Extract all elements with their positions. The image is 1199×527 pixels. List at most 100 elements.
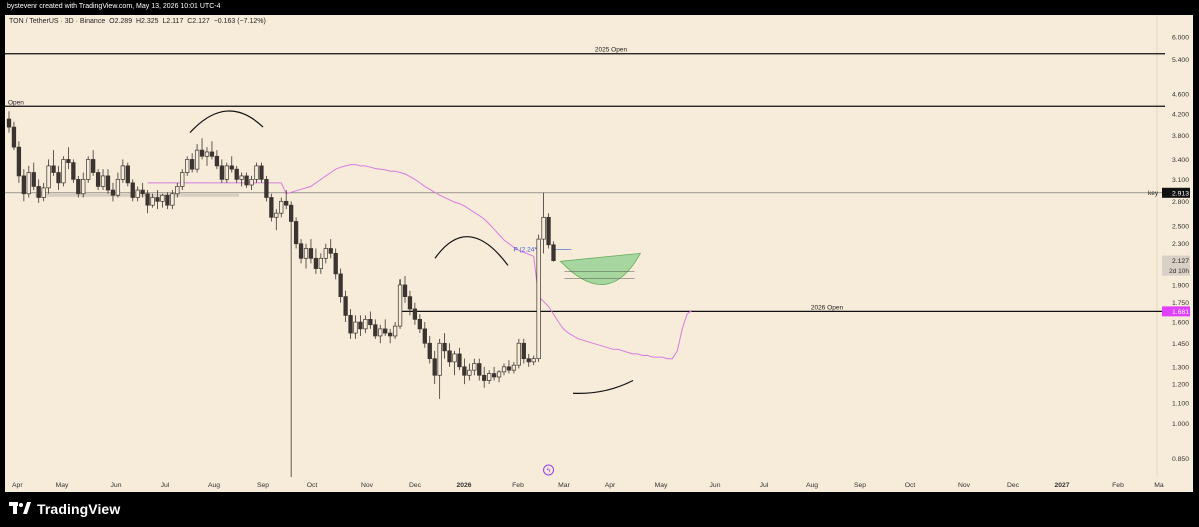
x-tick-label: 2026 xyxy=(456,482,471,489)
candle-body xyxy=(100,175,106,187)
x-tick-label: Aug xyxy=(208,482,220,489)
candle-body xyxy=(26,172,31,195)
price-label-bg xyxy=(1162,187,1190,198)
x-tick-label: Nov xyxy=(361,482,374,489)
candle-body xyxy=(234,168,239,180)
x-tick-label: Sep xyxy=(854,482,866,489)
drawn-arc-2 xyxy=(572,379,634,395)
candle-body xyxy=(56,172,61,184)
candle-body xyxy=(284,200,289,206)
y-tick-label: 1.900 xyxy=(1172,282,1189,289)
candle-body xyxy=(135,189,140,198)
candle-body xyxy=(214,155,220,167)
symbol-legend: TON / TetherUS · 3D · Binance O2.289 H2.… xyxy=(9,18,266,25)
y-tick-label: 1.300 xyxy=(1172,364,1189,371)
y-tick-label: 3.400 xyxy=(1172,157,1189,164)
price-label-bg xyxy=(1162,306,1190,317)
candle-body xyxy=(353,321,358,334)
candle-body xyxy=(506,366,512,371)
candle-body xyxy=(546,216,551,246)
candle-body xyxy=(422,328,427,344)
x-tick-label: Oct xyxy=(905,482,916,489)
brand-name: TradingView xyxy=(37,501,121,517)
candle-body xyxy=(175,186,180,195)
ohlc-close: C2.127 xyxy=(187,18,210,25)
candle-body xyxy=(130,182,135,198)
candle-body xyxy=(293,221,299,245)
x-tick-label: Jun xyxy=(710,482,721,489)
price-chart[interactable]: 2025 Open Open key 2026 Open P (2.24*) 6.000 5… xyxy=(5,15,1193,492)
candle-body xyxy=(343,296,348,316)
chart-area[interactable]: TON / TetherUS · 3D · Binance O2.289 H2.… xyxy=(5,15,1193,492)
candle-body xyxy=(501,366,507,373)
candle-body xyxy=(185,159,190,173)
candle-body xyxy=(521,342,526,360)
y-tick-label: 1.600 xyxy=(1172,320,1189,327)
candle-body xyxy=(358,321,363,330)
candle-body xyxy=(482,374,487,381)
event-marker-bolt-icon: ϟ xyxy=(547,468,551,475)
candle-body xyxy=(51,165,56,173)
x-tick-label: May xyxy=(655,482,668,489)
candle-body xyxy=(289,204,294,222)
candle-body xyxy=(437,342,442,376)
candle-body xyxy=(199,149,205,157)
candle-body xyxy=(432,358,437,376)
y-tick-label: 3.100 xyxy=(1172,177,1189,184)
candle-body xyxy=(66,159,71,163)
candle-body xyxy=(71,162,76,180)
candle-body xyxy=(397,284,403,327)
candle-body xyxy=(348,315,353,334)
candle-body xyxy=(249,179,254,186)
candle-body xyxy=(427,342,432,360)
candle-body xyxy=(383,328,388,334)
candle-body xyxy=(239,175,244,180)
candle-body xyxy=(541,216,546,240)
candle-body xyxy=(140,189,145,195)
candle-body xyxy=(526,358,531,363)
candle-body xyxy=(462,366,467,376)
candle-body xyxy=(160,194,165,202)
candle-body xyxy=(219,165,225,180)
candle-body xyxy=(41,187,46,198)
candle-body xyxy=(313,257,319,269)
candle-body xyxy=(407,296,413,310)
x-tick-label: Dec xyxy=(1007,482,1020,489)
y-tick-label: 2.500 xyxy=(1172,223,1189,230)
candle-body xyxy=(120,165,126,180)
candle-body xyxy=(269,197,274,218)
annotation-label: P (2.24*) xyxy=(514,246,540,253)
candle-body xyxy=(363,318,368,330)
y-tick-label: 1.000 xyxy=(1172,421,1189,428)
tradingview-brand[interactable]: TradingView xyxy=(9,501,120,517)
candle-body xyxy=(303,248,309,259)
ma-line xyxy=(147,164,693,360)
x-tick-label: Sep xyxy=(257,482,269,489)
candle-body xyxy=(31,172,36,187)
candle-body xyxy=(402,284,408,297)
symbol-name[interactable]: TON / TetherUS · 3D · Binance xyxy=(9,18,106,25)
candle-body xyxy=(274,212,279,218)
y-tick-label: 1.750 xyxy=(1172,300,1189,307)
drawn-arc-0 xyxy=(189,110,264,134)
candle-body xyxy=(388,332,393,337)
y-tick-label: 1.100 xyxy=(1172,400,1189,407)
x-tick-label: Dec xyxy=(409,482,422,489)
candle-body xyxy=(6,118,12,128)
x-tick-label: Jul xyxy=(161,482,170,489)
candle-body xyxy=(477,363,482,376)
candle-body xyxy=(417,318,422,330)
price-label-bg xyxy=(1162,255,1190,276)
ohlc-open: O2.289 xyxy=(109,18,133,25)
candle-body xyxy=(264,179,269,198)
x-tick-label: Nov xyxy=(958,482,971,489)
candle-body xyxy=(61,159,66,184)
candle-body xyxy=(378,328,383,337)
y-tick-label: 2.800 xyxy=(1172,199,1189,206)
candle-body xyxy=(412,308,418,320)
candle-body xyxy=(170,193,175,206)
candle-body xyxy=(76,179,81,195)
x-tick-label: Apr xyxy=(605,482,616,489)
candle-body xyxy=(155,197,160,202)
